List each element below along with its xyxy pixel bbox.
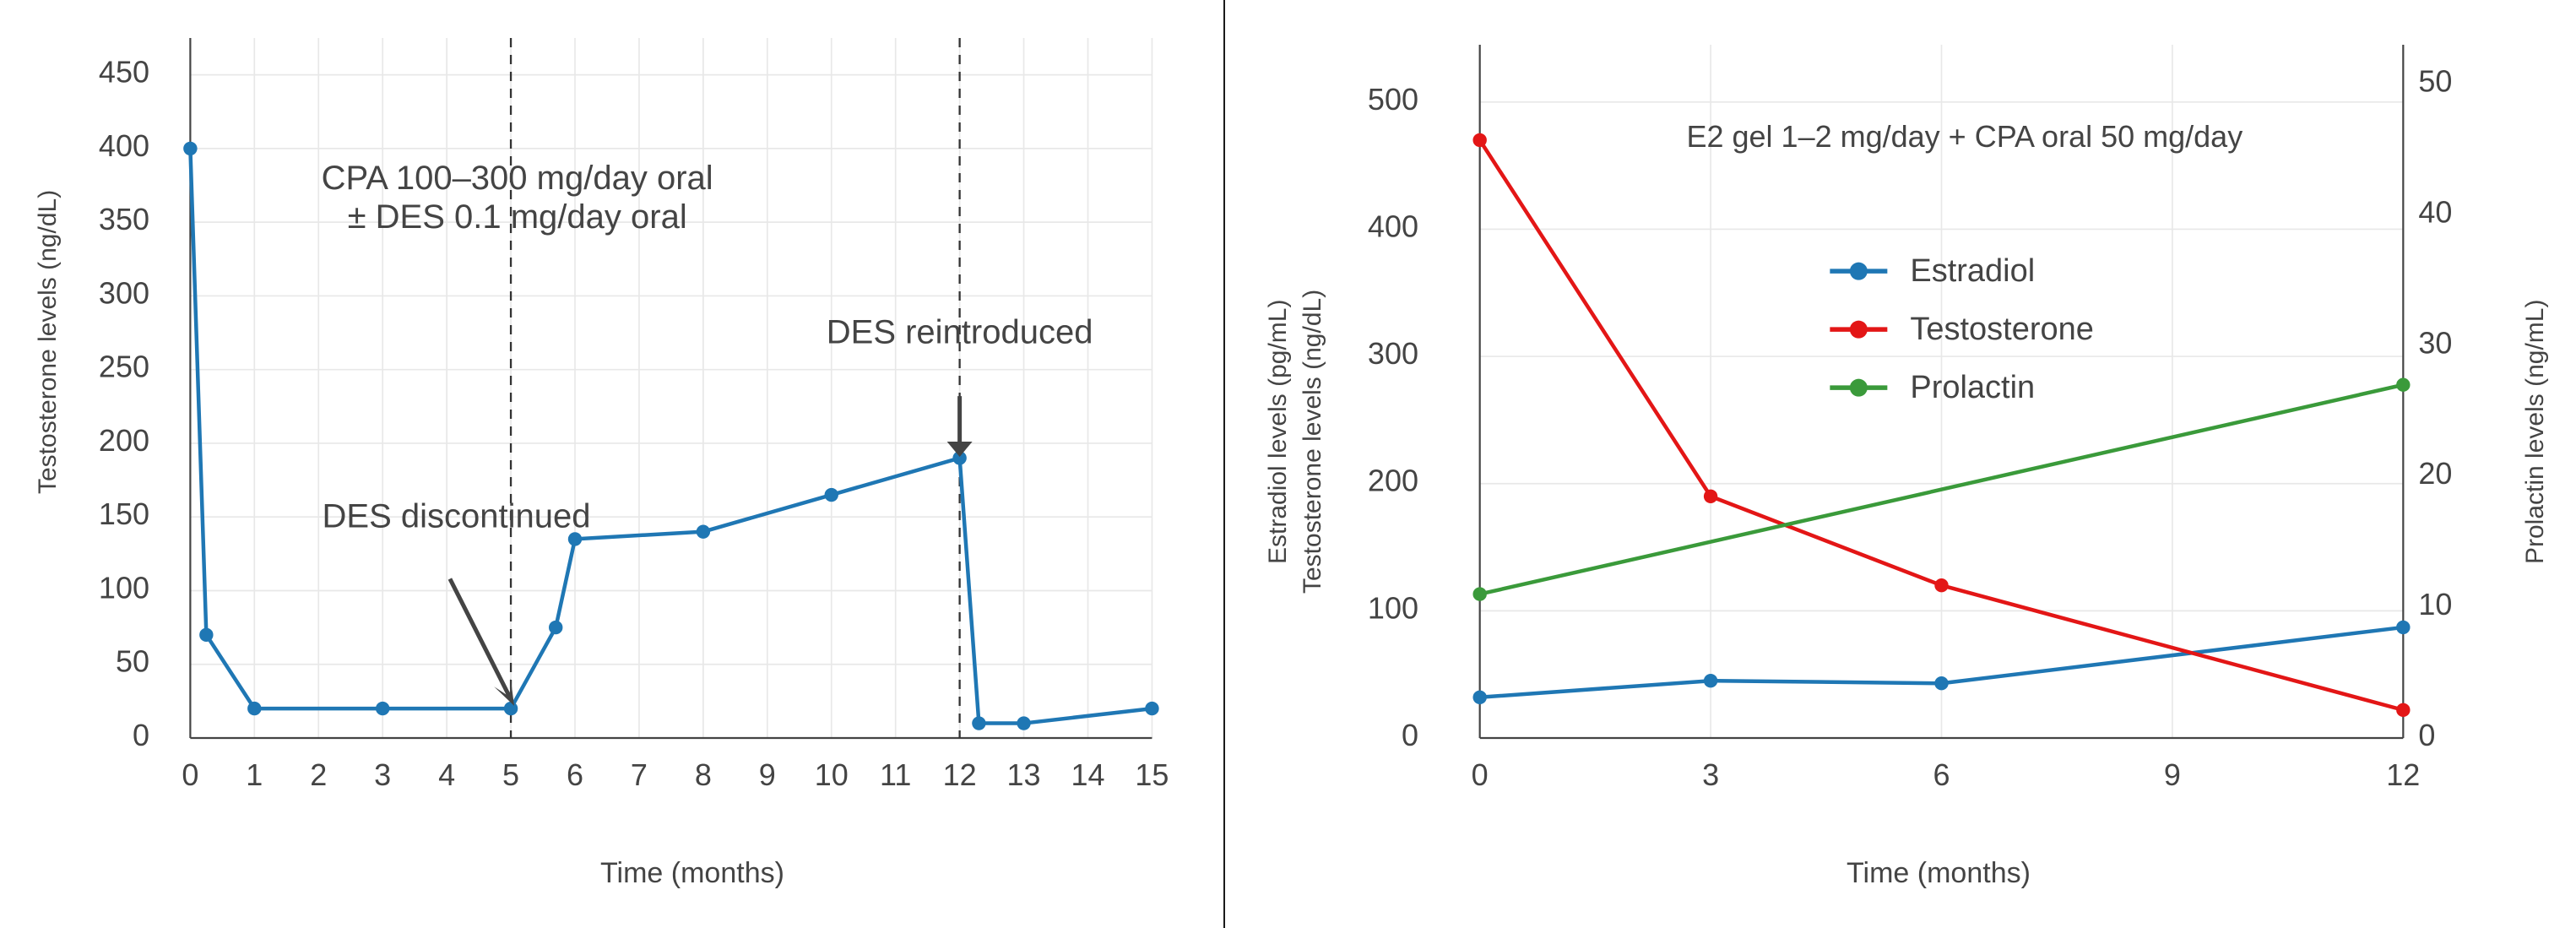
svg-text:6: 6 xyxy=(1933,757,1950,792)
svg-text:10: 10 xyxy=(815,757,849,792)
svg-text:15: 15 xyxy=(1135,757,1169,792)
svg-text:300: 300 xyxy=(99,275,149,310)
svg-text:50: 50 xyxy=(2418,63,2452,98)
svg-text:12: 12 xyxy=(943,757,977,792)
svg-text:3: 3 xyxy=(374,757,391,792)
svg-text:Prolactin: Prolactin xyxy=(1910,370,2035,405)
svg-text:450: 450 xyxy=(99,55,149,90)
svg-text:400: 400 xyxy=(99,128,149,163)
svg-text:6: 6 xyxy=(567,757,583,792)
svg-text:150: 150 xyxy=(99,497,149,531)
svg-text:20: 20 xyxy=(2418,456,2452,491)
svg-text:100: 100 xyxy=(1368,590,1418,625)
svg-text:400: 400 xyxy=(1368,209,1418,243)
svg-text:± DES 0.1 mg/day oral: ± DES 0.1 mg/day oral xyxy=(348,198,687,236)
svg-text:100: 100 xyxy=(99,570,149,605)
svg-text:0: 0 xyxy=(2418,718,2435,752)
svg-text:250: 250 xyxy=(99,350,149,384)
svg-text:Testosterone: Testosterone xyxy=(1910,312,2094,347)
svg-text:Estradiol: Estradiol xyxy=(1910,253,2035,289)
svg-text:7: 7 xyxy=(631,757,648,792)
svg-text:50: 50 xyxy=(116,644,149,679)
svg-text:E2 gel 1–2 mg/day + CPA oral 5: E2 gel 1–2 mg/day + CPA oral 50 mg/day xyxy=(1686,119,2242,154)
svg-text:200: 200 xyxy=(1368,464,1418,498)
svg-text:40: 40 xyxy=(2418,194,2452,229)
svg-text:11: 11 xyxy=(880,757,911,792)
svg-text:13: 13 xyxy=(1007,757,1041,792)
svg-text:300: 300 xyxy=(1368,336,1418,371)
svg-text:3: 3 xyxy=(1702,757,1719,792)
svg-text:500: 500 xyxy=(1368,82,1418,117)
svg-text:5: 5 xyxy=(502,757,519,792)
svg-text:2: 2 xyxy=(310,757,327,792)
svg-text:9: 9 xyxy=(759,757,776,792)
svg-text:CPA 100–300 mg/day oral: CPA 100–300 mg/day oral xyxy=(322,160,713,197)
svg-text:12: 12 xyxy=(2386,757,2420,792)
svg-text:0: 0 xyxy=(133,718,149,752)
svg-text:30: 30 xyxy=(2418,325,2452,360)
svg-text:0: 0 xyxy=(1472,757,1489,792)
svg-text:0: 0 xyxy=(182,757,198,792)
svg-text:DES discontinued: DES discontinued xyxy=(323,497,591,535)
svg-text:200: 200 xyxy=(99,423,149,458)
svg-text:0: 0 xyxy=(1402,718,1418,752)
svg-text:9: 9 xyxy=(2164,757,2181,792)
svg-text:10: 10 xyxy=(2418,587,2452,621)
svg-text:14: 14 xyxy=(1071,757,1104,792)
svg-text:8: 8 xyxy=(695,757,712,792)
svg-text:4: 4 xyxy=(438,757,455,792)
svg-text:DES reintroduced: DES reintroduced xyxy=(827,313,1093,350)
svg-text:1: 1 xyxy=(246,757,263,792)
svg-text:350: 350 xyxy=(99,202,149,236)
